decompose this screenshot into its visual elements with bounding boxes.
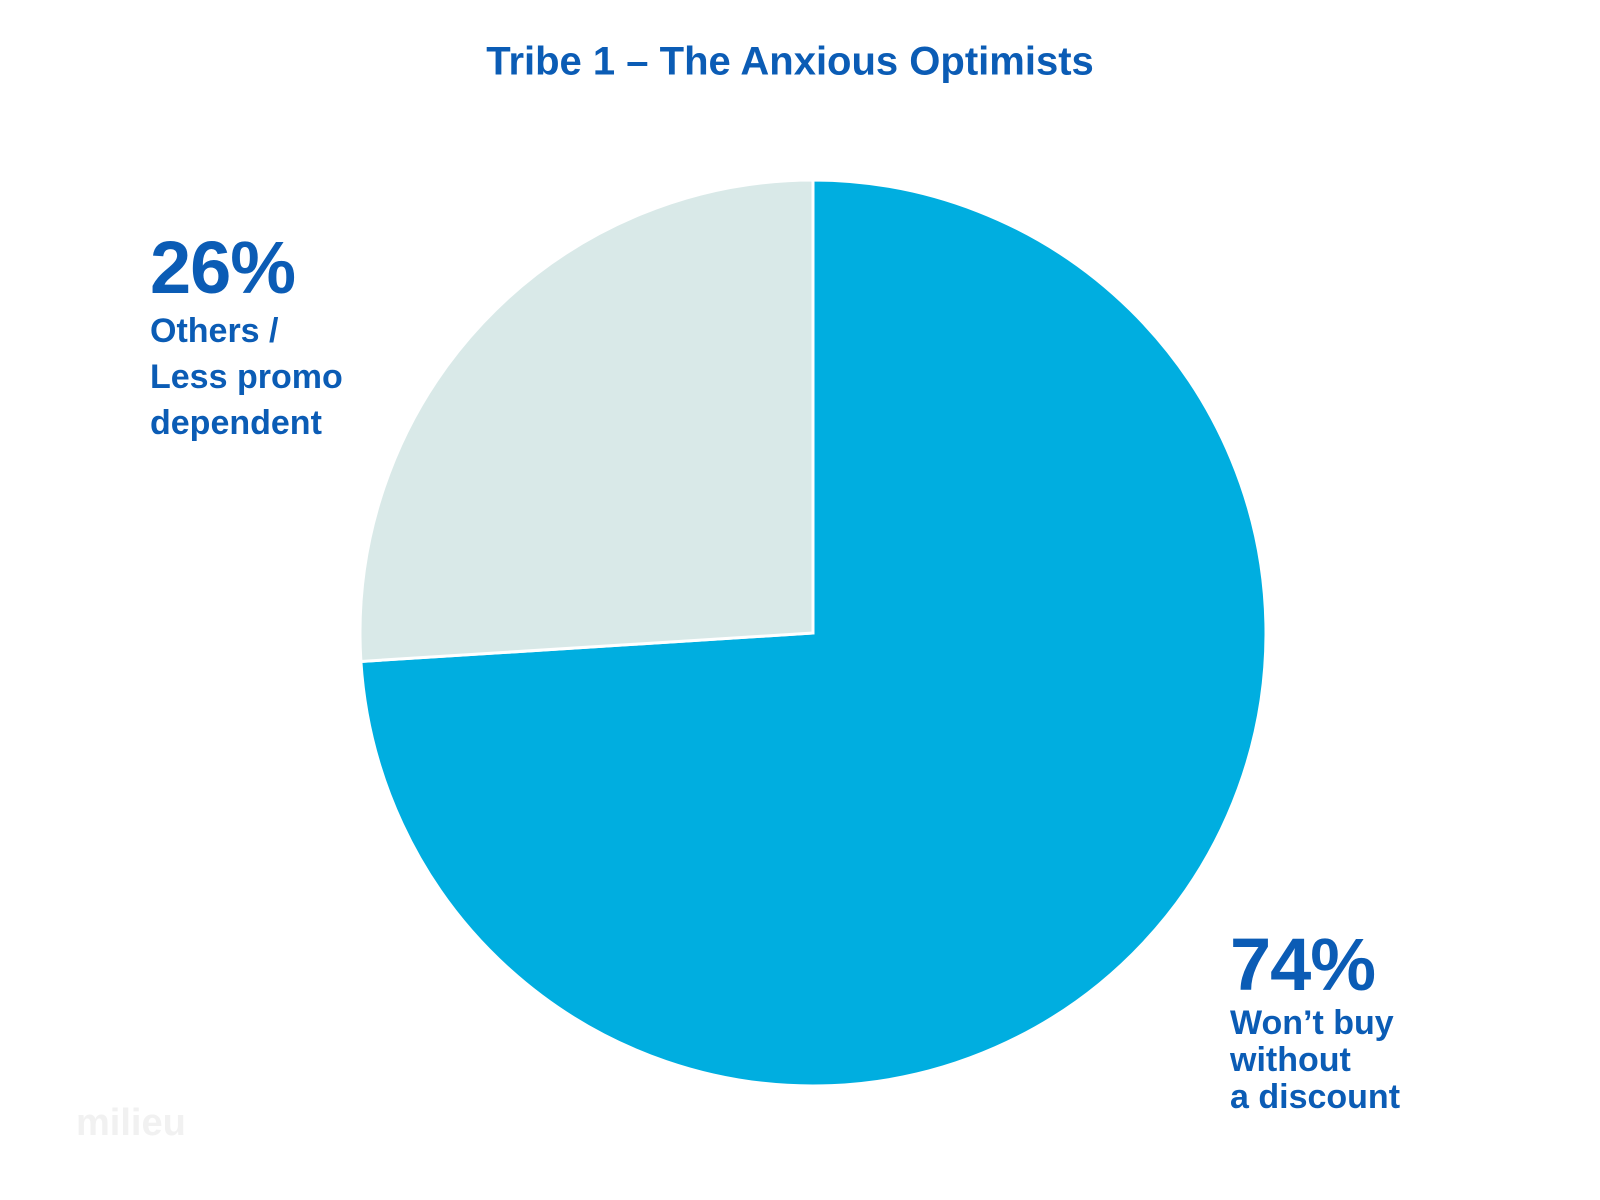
value-label: 26% [150, 226, 296, 309]
category-label: Others / Less promo dependent [150, 312, 343, 442]
pie [358, 178, 1268, 1088]
slice-label: 74% Won’t buy without a discount [1230, 925, 1400, 1116]
watermark: milieu [76, 1102, 186, 1144]
slice-label: 26% Others / Less promo dependent [150, 228, 343, 446]
category-label: Won’t buy without a discount [1230, 1004, 1401, 1116]
pie-slice [358, 178, 815, 664]
chart-title: Tribe 1 – The Anxious Optimists [486, 40, 1094, 84]
value-label: 74% [1230, 923, 1376, 1006]
